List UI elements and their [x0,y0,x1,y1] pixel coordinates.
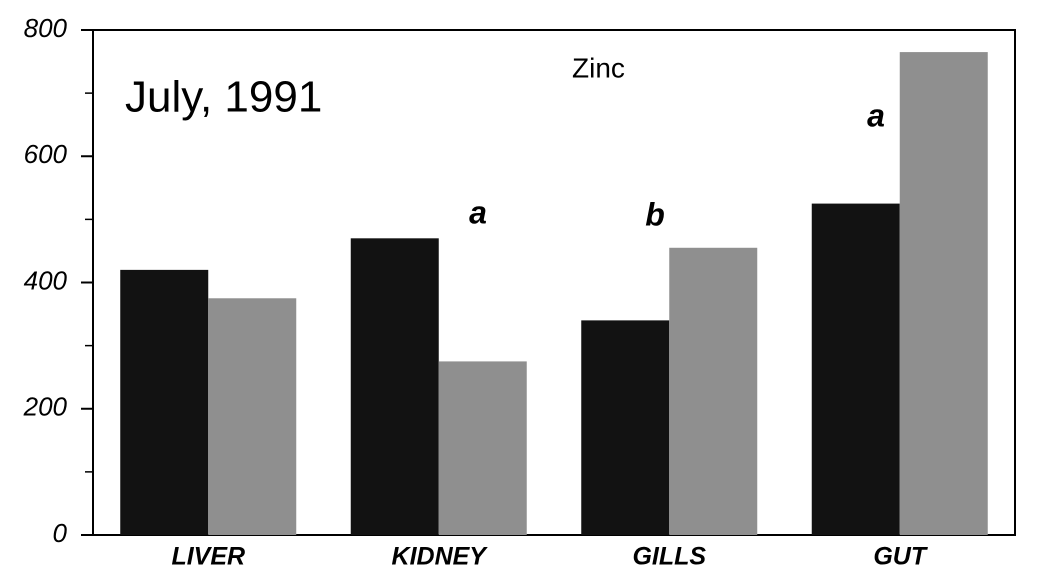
y-tick-label: 200 [23,392,68,422]
chart-title: July, 1991 [125,73,322,122]
significance-label: a [867,97,885,133]
bar [581,320,670,535]
y-tick-label: 800 [24,13,68,43]
x-tick-label: GILLS [632,543,706,571]
significance-label: b [645,196,665,232]
bar [350,238,439,535]
y-tick-label: 0 [53,518,68,548]
y-tick-label: 400 [24,265,68,295]
x-tick-label: LIVER [171,543,245,571]
bar [438,361,527,535]
y-tick-label: 600 [24,139,68,169]
bar [208,298,297,535]
element-label: Zinc [572,52,625,83]
x-tick-label: KIDNEY [392,543,489,571]
significance-label: a [469,194,487,230]
x-tick-label: GUT [873,543,929,571]
bar [669,247,758,535]
bar [899,52,988,535]
bar [811,203,900,535]
bar [120,269,209,535]
